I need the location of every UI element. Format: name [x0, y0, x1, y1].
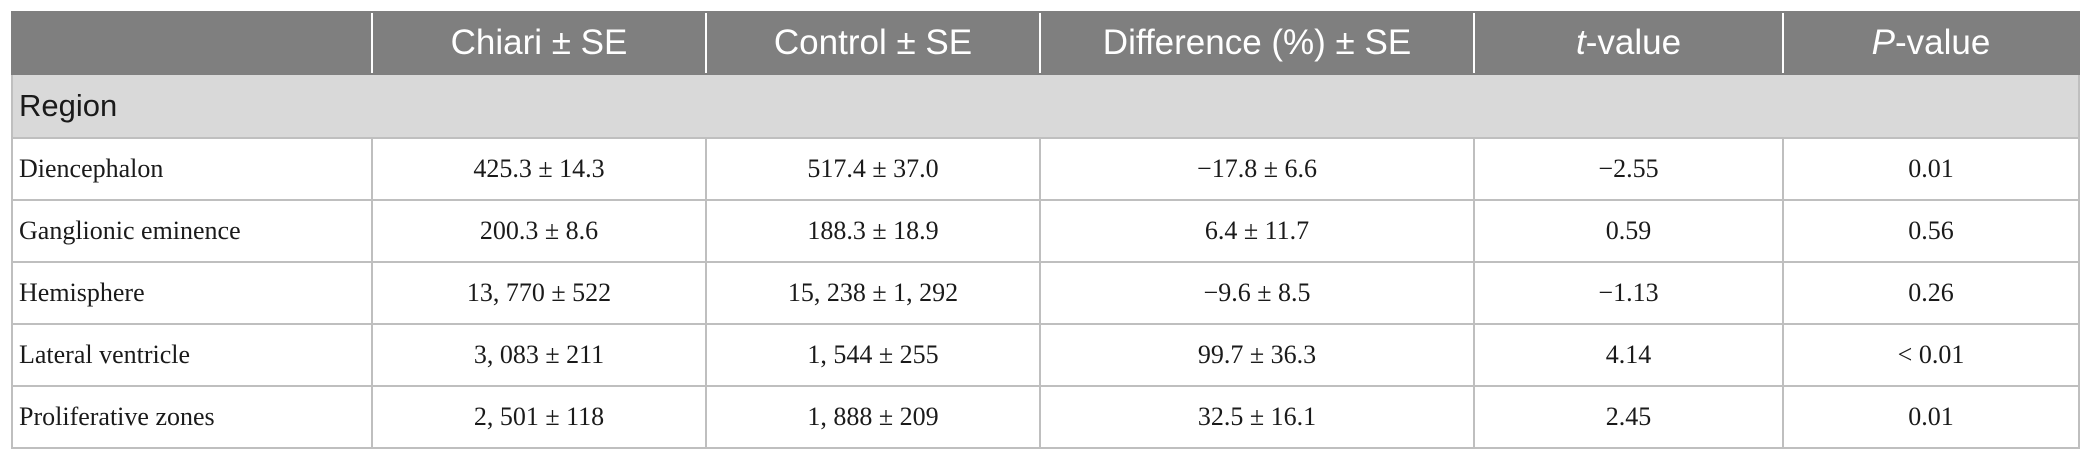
results-table-container: Chiari ± SE Control ± SE Difference (%) …: [11, 11, 2080, 449]
row-label: Hemisphere: [11, 261, 373, 325]
header-chiari: Chiari ± SE: [371, 11, 706, 75]
row-label: Ganglionic eminence: [11, 199, 373, 263]
t-value-cell: 4.14: [1473, 323, 1784, 387]
difference-cell: 6.4 ± 11.7: [1039, 199, 1475, 263]
table-row: Lateral ventricle 3, 083 ± 211 1, 544 ± …: [11, 323, 2080, 387]
header-t-value: t-value: [1473, 11, 1783, 75]
table-row: Hemisphere 13, 770 ± 522 15, 238 ± 1, 29…: [11, 261, 2080, 325]
difference-cell: 99.7 ± 36.3: [1039, 323, 1475, 387]
table-body: Region Diencephalon 425.3 ± 14.3 517.4 ±…: [11, 73, 2080, 449]
chiari-cell: 13, 770 ± 522: [371, 261, 707, 325]
chiari-cell: 2, 501 ± 118: [371, 385, 707, 449]
row-label: Diencephalon: [11, 137, 373, 201]
control-cell: 517.4 ± 37.0: [705, 137, 1041, 201]
chiari-cell: 425.3 ± 14.3: [371, 137, 707, 201]
table-header: Chiari ± SE Control ± SE Difference (%) …: [11, 11, 2080, 75]
control-cell: 188.3 ± 18.9: [705, 199, 1041, 263]
table-row: Proliferative zones 2, 501 ± 118 1, 888 …: [11, 385, 2080, 449]
control-cell: 15, 238 ± 1, 292: [705, 261, 1041, 325]
control-cell: 1, 888 ± 209: [705, 385, 1041, 449]
results-table: Chiari ± SE Control ± SE Difference (%) …: [11, 11, 2080, 449]
header-empty-cell: [11, 11, 372, 75]
chiari-cell: 200.3 ± 8.6: [371, 199, 707, 263]
p-value-cell: 0.01: [1782, 137, 2080, 201]
header-p-value: P-value: [1782, 11, 2080, 75]
difference-cell: −9.6 ± 8.5: [1039, 261, 1475, 325]
p-value-cell: < 0.01: [1782, 323, 2080, 387]
row-label: Proliferative zones: [11, 385, 373, 449]
header-control: Control ± SE: [705, 11, 1040, 75]
table-row: Ganglionic eminence 200.3 ± 8.6 188.3 ± …: [11, 199, 2080, 263]
section-row-region: Region: [11, 73, 2080, 139]
t-value-cell: −1.13: [1473, 261, 1784, 325]
row-label: Lateral ventricle: [11, 323, 373, 387]
header-row: Chiari ± SE Control ± SE Difference (%) …: [11, 11, 2080, 75]
p-value-cell: 0.01: [1782, 385, 2080, 449]
t-value-cell: −2.55: [1473, 137, 1784, 201]
table-row: Diencephalon 425.3 ± 14.3 517.4 ± 37.0 −…: [11, 137, 2080, 201]
p-value-cell: 0.56: [1782, 199, 2080, 263]
header-difference: Difference (%) ± SE: [1039, 11, 1474, 75]
p-value-cell: 0.26: [1782, 261, 2080, 325]
difference-cell: −17.8 ± 6.6: [1039, 137, 1475, 201]
difference-cell: 32.5 ± 16.1: [1039, 385, 1475, 449]
section-label: Region: [11, 73, 2080, 139]
chiari-cell: 3, 083 ± 211: [371, 323, 707, 387]
control-cell: 1, 544 ± 255: [705, 323, 1041, 387]
t-value-cell: 2.45: [1473, 385, 1784, 449]
t-value-cell: 0.59: [1473, 199, 1784, 263]
